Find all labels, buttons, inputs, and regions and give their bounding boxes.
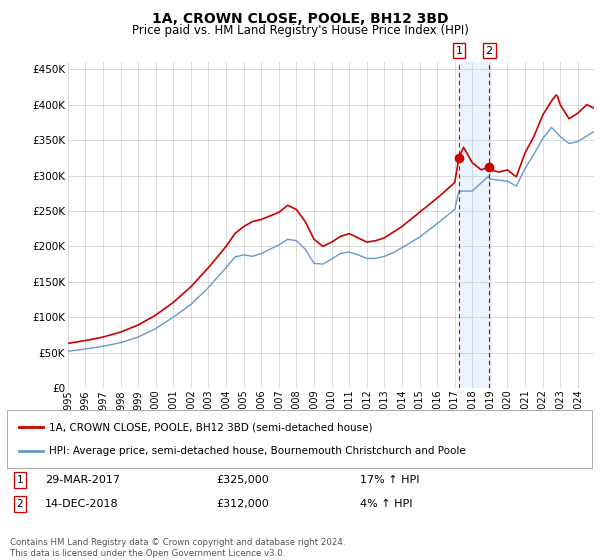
Text: £312,000: £312,000 [216,499,269,509]
Text: HPI: Average price, semi-detached house, Bournemouth Christchurch and Poole: HPI: Average price, semi-detached house,… [49,446,466,456]
Text: Contains HM Land Registry data © Crown copyright and database right 2024.
This d: Contains HM Land Registry data © Crown c… [10,538,346,558]
Text: 1: 1 [455,46,463,55]
Text: 1A, CROWN CLOSE, POOLE, BH12 3BD (semi-detached house): 1A, CROWN CLOSE, POOLE, BH12 3BD (semi-d… [49,422,373,432]
Text: 2: 2 [485,46,493,55]
Text: 1A, CROWN CLOSE, POOLE, BH12 3BD: 1A, CROWN CLOSE, POOLE, BH12 3BD [152,12,448,26]
Text: 1: 1 [16,475,23,485]
Text: 29-MAR-2017: 29-MAR-2017 [45,475,120,485]
Text: 17% ↑ HPI: 17% ↑ HPI [360,475,419,485]
Text: 14-DEC-2018: 14-DEC-2018 [45,499,119,509]
Text: Price paid vs. HM Land Registry's House Price Index (HPI): Price paid vs. HM Land Registry's House … [131,24,469,36]
Text: 2: 2 [16,499,23,509]
Bar [459,62,489,388]
Text: 4% ↑ HPI: 4% ↑ HPI [360,499,413,509]
Text: £325,000: £325,000 [216,475,269,485]
